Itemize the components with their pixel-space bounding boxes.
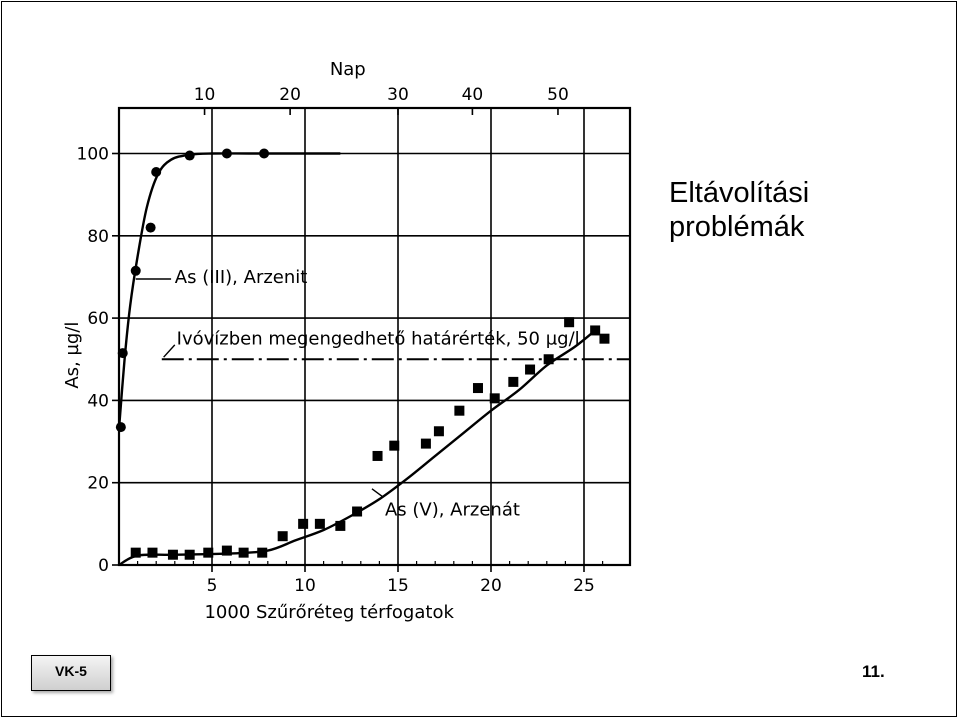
arsenate-data-point [335,520,346,531]
arsenate-data-point [314,518,325,529]
arsenate-data-point [167,549,178,560]
y-tick-label: 40 [87,391,109,411]
arsenate-data-point [372,450,383,461]
arsenate-data-point [525,364,536,375]
top-tick-label: 20 [279,85,301,105]
arsenite-data-point [130,265,141,276]
arsenate-data-point [147,547,158,558]
x-axis-label: 1000 Szűrőréteg térfogatok [204,602,454,623]
slide-title: Eltávolítási problémák [669,176,949,244]
x-tick-label: 15 [387,576,409,596]
top-axis-label: Nap [330,59,366,80]
arsenate-data-point [238,547,249,558]
arsenate-data-point [599,333,610,344]
top-tick-label: 40 [462,85,484,105]
arsenate-fit-curve [118,329,596,567]
arsenite-data-point [184,150,195,161]
top-tick-label: 30 [387,85,409,105]
arsenite-fit-curve [117,152,341,430]
arsenate-data-point [454,405,465,416]
arsenate-data-point [257,547,268,558]
y-tick-label: 100 [77,145,109,165]
arsenite-data-point [259,148,270,159]
data-markers [115,148,610,560]
arsenite-series-label: As (III), Arzenit [175,267,308,288]
arsenate-data-point [389,440,400,451]
arsenite-data-point [151,167,162,178]
y-tick-label: 60 [87,309,109,329]
arsenate-data-point [420,438,431,449]
arsenate-data-point [543,354,554,365]
arsenite-data-point [221,148,232,159]
fit-curves [117,152,596,567]
slide-title-line-1: Eltávolítási [669,177,810,209]
arsenate-data-point [489,393,500,404]
plot-area [117,106,632,567]
arsenate-data-point [221,545,232,556]
arsenite-data-point [117,348,128,359]
x-tick-label: 5 [207,576,218,596]
arsenate-data-point [590,325,601,336]
arsenate-data-point [352,506,363,517]
slide-code-box: VK-5 [31,655,111,691]
arsenate-data-point [203,547,214,558]
arsenate-data-point [298,518,309,529]
arsenate-data-point [277,531,288,542]
arsenite-data-point [115,422,126,433]
y-tick-label: 0 [98,556,109,576]
limit-reference-label: Ivóvízben megengedhető határérték, 50 µg… [177,328,580,349]
arsenate-data-point [184,549,195,560]
arsenite-data-point [145,222,156,233]
arsenate-data-point [508,376,519,387]
x-tick-label: 10 [294,576,316,596]
top-tick-label: 50 [547,85,569,105]
x-tick-label: 20 [480,576,502,596]
limit-leader-line [163,344,176,358]
y-axis-label: As, µg/l [62,322,83,389]
page-number: 11. [862,662,885,681]
arsenate-leader-line [371,488,384,498]
arsenate-series-label: As (V), Arzenát [385,499,520,520]
arsenate-data-point [433,426,444,437]
arsenate-data-point [130,547,141,558]
annotation-leaders [135,278,384,498]
x-tick-label: 25 [573,576,595,596]
top-tick-label: 10 [194,85,216,105]
slide-title-line-2: problémák [669,211,805,243]
y-tick-label: 80 [87,227,109,247]
arsenate-data-point [564,317,575,328]
y-tick-label: 20 [87,474,109,494]
arsenate-data-point [472,383,483,394]
axis-ticks: 0 20 40 60 80 100 5 10 15 20 25 10 20 30 40 50 [77,85,604,596]
